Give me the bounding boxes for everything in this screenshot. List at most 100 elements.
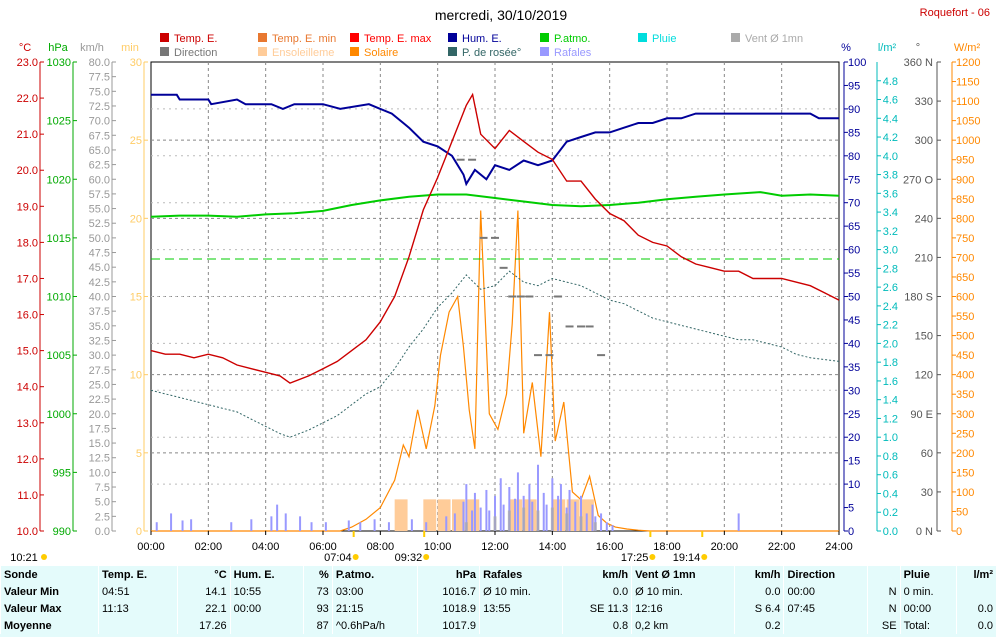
axis-unit-wind: km/h xyxy=(80,42,104,54)
axis-tick-wind: 10.0 xyxy=(89,467,110,479)
axis-tick-wind: 60.0 xyxy=(89,174,110,186)
axis-tick-temp: 15.0 xyxy=(17,346,38,358)
axis-tick-sun_min: 20 xyxy=(130,213,142,225)
axis-tick-solar: 150 xyxy=(956,467,974,479)
axis-tick-sun_min: 5 xyxy=(136,448,142,460)
stats-row: Valeur Max 11:13 22.1 00:00 93 21:15 1018.9 13:… xyxy=(0,600,996,617)
axis-tick-temp: 19.0 xyxy=(17,201,38,213)
axis-tick-wind: 67.5 xyxy=(89,130,110,142)
axis-tick-wind: 17.5 xyxy=(89,423,110,435)
axis-tick-pressure: 995 xyxy=(53,467,71,479)
stats-cell: l/m² xyxy=(955,566,996,583)
axis-tick-rain: 4.4 xyxy=(883,113,898,125)
axis-tick-wind: 27.5 xyxy=(89,365,110,377)
x-tick-label: 18:00 xyxy=(653,541,681,553)
axis-tick-humidity: 5 xyxy=(848,503,854,515)
stats-cell: 21:15 xyxy=(331,600,418,617)
stats-cell: 07:45 xyxy=(783,600,868,617)
stats-cell: 11:13 xyxy=(98,600,178,617)
axis-tick-temp: 23.0 xyxy=(17,57,38,69)
axis-tick-wind: 50.0 xyxy=(89,233,110,245)
axis-tick-pressure: 1025 xyxy=(47,116,71,128)
axis-tick-temp: 16.0 xyxy=(17,310,38,322)
axis-tick-solar: 450 xyxy=(956,350,974,362)
event-dot xyxy=(701,554,708,560)
stats-cell: 0.0 xyxy=(562,583,632,600)
axis-tick-pressure: 990 xyxy=(53,526,71,538)
axis-tick-humidity: 70 xyxy=(848,198,860,210)
stats-cell: 0.8 xyxy=(562,617,632,634)
axis-tick-wind: 65.0 xyxy=(89,145,110,157)
axis-tick-temp: 14.0 xyxy=(17,382,38,394)
legend-swatch xyxy=(448,33,457,42)
sunshine-bar xyxy=(394,499,408,531)
axis-tick-wind: 80.0 xyxy=(89,57,110,69)
axis-tick-wind: 42.5 xyxy=(89,277,110,289)
axis-tick-temp: 11.0 xyxy=(17,490,38,502)
event-markers: 10:21 07:04 09:32 17:25 19:14 xyxy=(10,531,708,564)
stats-table: Sonde Temp. E. °C Hum. E.% P.atmo. hPa Rafales… xyxy=(0,566,996,634)
axis-tick-direction: 360 N xyxy=(904,57,933,69)
stats-cell: 93 xyxy=(302,600,333,617)
axis-tick-humidity: 75 xyxy=(848,174,860,186)
stats-cell: Hum. E. xyxy=(229,566,304,583)
event-label: 17:25 xyxy=(621,552,649,564)
axis-tick-rain: 2.0 xyxy=(883,338,898,350)
stats-cell: 1016.7 xyxy=(417,583,480,600)
stats-cell: 0.0 xyxy=(955,600,996,617)
stats-cell: 73 xyxy=(302,583,333,600)
stats-cell: 00:00 xyxy=(783,583,868,600)
stats-cell: 03:00 xyxy=(331,583,418,600)
axis-tick-solar: 650 xyxy=(956,272,974,284)
axis-tick-solar: 100 xyxy=(956,487,974,499)
axis-tick-humidity: 15 xyxy=(848,456,860,468)
stats-cell: 10:55 xyxy=(229,583,304,600)
plot-area xyxy=(150,61,840,532)
axis-tick-direction: 90 E xyxy=(910,409,933,421)
stats-cell: Direction xyxy=(783,566,868,583)
axis-unit-temp: °C xyxy=(19,42,31,54)
axis-tick-rain: 4.2 xyxy=(883,132,898,144)
axis-tick-rain: 1.2 xyxy=(883,413,898,425)
axis-tick-wind: 35.0 xyxy=(89,321,110,333)
chart-title: mercredi, 30/10/2019 xyxy=(435,7,568,23)
axis-tick-humidity: 95 xyxy=(848,80,860,92)
axis-tick-rain: 3.6 xyxy=(883,188,898,200)
axis-tick-solar: 1200 xyxy=(956,57,980,69)
axis-tick-solar: 600 xyxy=(956,292,974,304)
axis-tick-rain: 0.4 xyxy=(883,488,898,500)
station-name: Roquefort - 06 xyxy=(920,7,990,19)
axis-tick-solar: 1000 xyxy=(956,135,980,147)
axis-tick-humidity: 90 xyxy=(848,104,860,116)
stats-cell: °C xyxy=(177,566,231,583)
axis-tick-sun_min: 0 xyxy=(136,526,142,538)
stats-cell: % xyxy=(302,566,333,583)
legend-label: Direction xyxy=(174,47,217,59)
stats-cell: 00:00 xyxy=(899,600,957,617)
axis-tick-temp: 22.0 xyxy=(17,93,38,105)
stats-cell: km/h xyxy=(562,566,632,583)
axis-tick-direction: 330 xyxy=(915,96,933,108)
axis-tick-wind: 77.5 xyxy=(89,72,110,84)
axis-tick-humidity: 60 xyxy=(848,245,860,257)
stats-cell xyxy=(866,566,901,583)
axis-tick-wind: 57.5 xyxy=(89,189,110,201)
series-pressure xyxy=(150,191,840,218)
legend-swatch xyxy=(638,33,647,42)
stats-cell: Total: xyxy=(899,617,957,634)
axis-tick-solar: 850 xyxy=(956,194,974,206)
axis-tick-solar: 550 xyxy=(956,311,974,323)
legend-swatch xyxy=(258,33,267,42)
stats-cell: SE 11.3 xyxy=(562,600,632,617)
stats-cell xyxy=(955,583,996,600)
series-solaire xyxy=(151,210,839,532)
series-dewpoint xyxy=(150,270,840,438)
legend-label: Rafales xyxy=(554,47,592,59)
legend-swatch xyxy=(258,47,267,56)
axis-tick-humidity: 0 xyxy=(848,526,854,538)
stats-cell: P.atmo. xyxy=(331,566,418,583)
stats-cell: Moyenne xyxy=(0,617,99,634)
axis-tick-direction: 180 S xyxy=(904,292,933,304)
stats-cell: N xyxy=(866,583,901,600)
axis-tick-direction: 270 O xyxy=(903,174,933,186)
